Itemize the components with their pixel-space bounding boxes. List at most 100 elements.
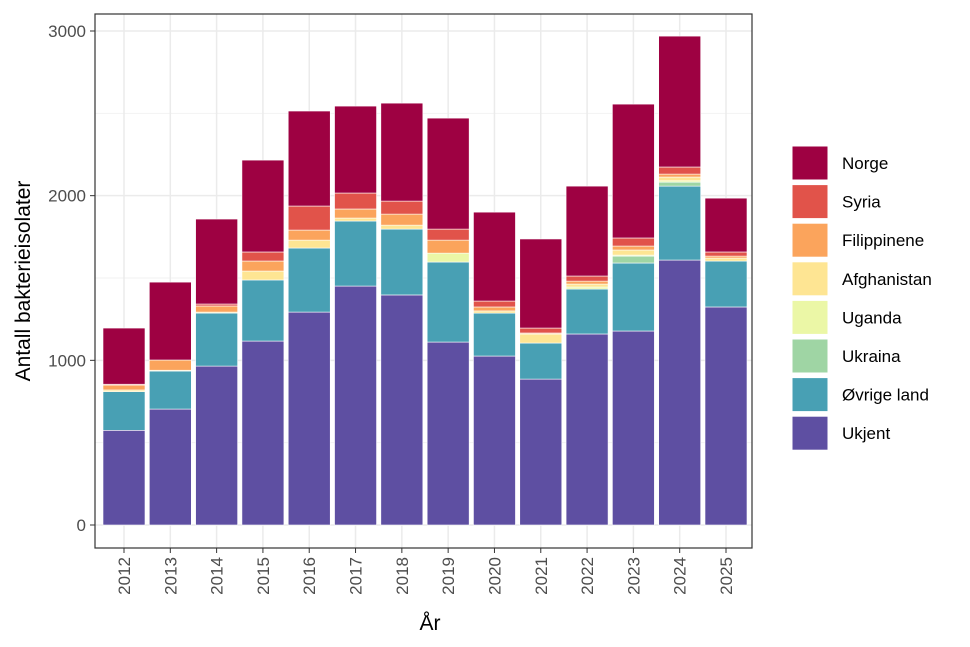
bar-segment-ukjent-2015 [241,340,285,526]
bar-segment-filippinene-2024 [658,173,701,178]
bar-segment-øvrige-land-2024 [658,185,701,261]
x-tick-label: 2021 [532,557,551,595]
bar-segment-øvrige-land-2023 [612,262,655,332]
bar-segment-afghanistan-2017 [334,217,377,222]
bar-segment-norge-2024 [658,35,701,168]
legend-label: Afghanistan [842,270,932,289]
bar-segment-syria-2021 [519,327,563,334]
bar-segment-syria-2022 [565,275,609,282]
bar-segment-øvrige-land-2013 [149,370,192,410]
bar-segment-syria-2018 [380,200,424,215]
legend-label: Øvrige land [842,386,929,405]
bar-segment-afghanistan-2020 [473,310,516,314]
bar-segment-norge-2022 [565,185,609,277]
y-tick-label: 2000 [48,187,86,206]
bar-segment-afghanistan-2024 [658,176,701,182]
bar-segment-øvrige-land-2014 [195,312,238,367]
y-axis-title: Antall bakterieisolater [12,181,35,382]
x-tick-label: 2014 [208,557,227,595]
x-tick-label: 2024 [671,557,690,595]
bar-segment-ukjent-2022 [565,333,609,526]
bar-segment-filippinene-2017 [334,208,377,219]
bar-segment-filippinene-2019 [426,239,470,254]
bar-segment-filippinene-2012 [102,384,146,391]
bar-segment-ukjent-2024 [658,259,701,526]
bar-segment-øvrige-land-2022 [565,288,609,335]
bar-segment-filippinene-2018 [380,213,424,226]
bar-segment-afghanistan-2021 [519,333,563,344]
legend-key [791,415,829,451]
panel-border [94,13,753,549]
bar-segment-norge-2018 [380,102,424,202]
bar-segment-ukraina-2024 [658,181,701,187]
bar-segment-ukjent-2013 [149,408,192,526]
bar-segment-syria-2017 [334,192,377,210]
bar-segment-øvrige-land-2021 [519,342,563,380]
bar-segment-filippinene-2022 [565,280,609,285]
bar-segment-ukjent-2017 [334,285,377,526]
bar-segment-norge-2021 [519,238,563,329]
bar-segment-syria-2025 [704,251,748,257]
bar-segment-øvrige-land-2016 [287,247,331,313]
legend-key [791,299,829,335]
legend-key [791,222,829,258]
legend-key [791,338,829,374]
bar-segment-syria-2024 [658,166,701,175]
x-tick-label: 2020 [485,557,504,595]
bar-segment-ukraina-2023 [612,255,655,264]
bar-segment-syria-2016 [287,205,331,231]
bar-segment-afghanistan-2018 [380,224,424,230]
bar-segment-afghanistan-2023 [612,249,655,256]
bar-segment-ukjent-2021 [519,378,563,526]
legend-label: Uganda [842,308,902,327]
bar-segment-afghanistan-2015 [241,270,285,281]
bar-segment-øvrige-land-2020 [473,312,516,357]
legend-label: Ukjent [842,424,890,443]
bar-segment-filippinene-2023 [612,245,655,251]
x-tick-label: 2019 [439,557,458,595]
legend-label: Syria [842,193,881,212]
legend-label: Ukraina [842,347,901,366]
x-tick-label: 2015 [254,557,273,595]
bar-segment-norge-2013 [149,281,192,361]
y-tick-label: 3000 [48,22,86,41]
bar-segment-afghanistan-2025 [704,257,748,262]
bar-segment-norge-2020 [473,211,516,302]
legend-label: Norge [842,154,888,173]
bar-segment-norge-2017 [334,105,377,194]
x-tick-label: 2022 [578,557,597,595]
bar-segment-ukjent-2025 [704,306,748,526]
bar-segment-øvrige-land-2017 [334,220,377,287]
bar-segment-norge-2016 [287,110,331,207]
x-tick-label: 2016 [300,557,319,595]
x-tick-label: 2023 [624,557,643,595]
bar-segment-øvrige-land-2018 [380,228,424,296]
bar-segment-norge-2014 [195,218,238,305]
bar-segment-filippinene-2014 [195,305,238,313]
x-axis-title: År [420,612,441,635]
legend: Norge Syria Filippinene Afghanistan Uganda Uk… [791,145,932,451]
x-tick-label: 2025 [717,557,736,595]
bar-segment-filippinene-2016 [287,229,331,241]
bar-segment-norge-2015 [241,159,285,253]
legend-key [791,145,829,181]
bar-segment-syria-2015 [241,251,285,262]
bar-segment-øvrige-land-2025 [704,260,748,308]
legend-key [791,377,829,413]
legend-key [791,261,829,297]
y-tick-label: 1000 [48,351,86,370]
legend-key [791,184,829,220]
bar-segment-syria-2023 [612,237,655,247]
bar-segment-filippinene-2015 [241,260,285,272]
bar-segment-ukjent-2018 [380,294,424,526]
x-tick-label: 2018 [393,557,412,595]
bar-segment-ukjent-2020 [473,355,516,526]
bar-segment-afghanistan-2016 [287,239,331,249]
bar-segment-øvrige-land-2019 [426,261,470,343]
bar-segment-ukjent-2014 [195,365,238,526]
bar-segment-norge-2012 [102,327,146,385]
x-tick-label: 2013 [161,557,180,595]
bar-segment-øvrige-land-2012 [102,391,146,431]
bar-segment-uganda-2019 [426,252,470,263]
